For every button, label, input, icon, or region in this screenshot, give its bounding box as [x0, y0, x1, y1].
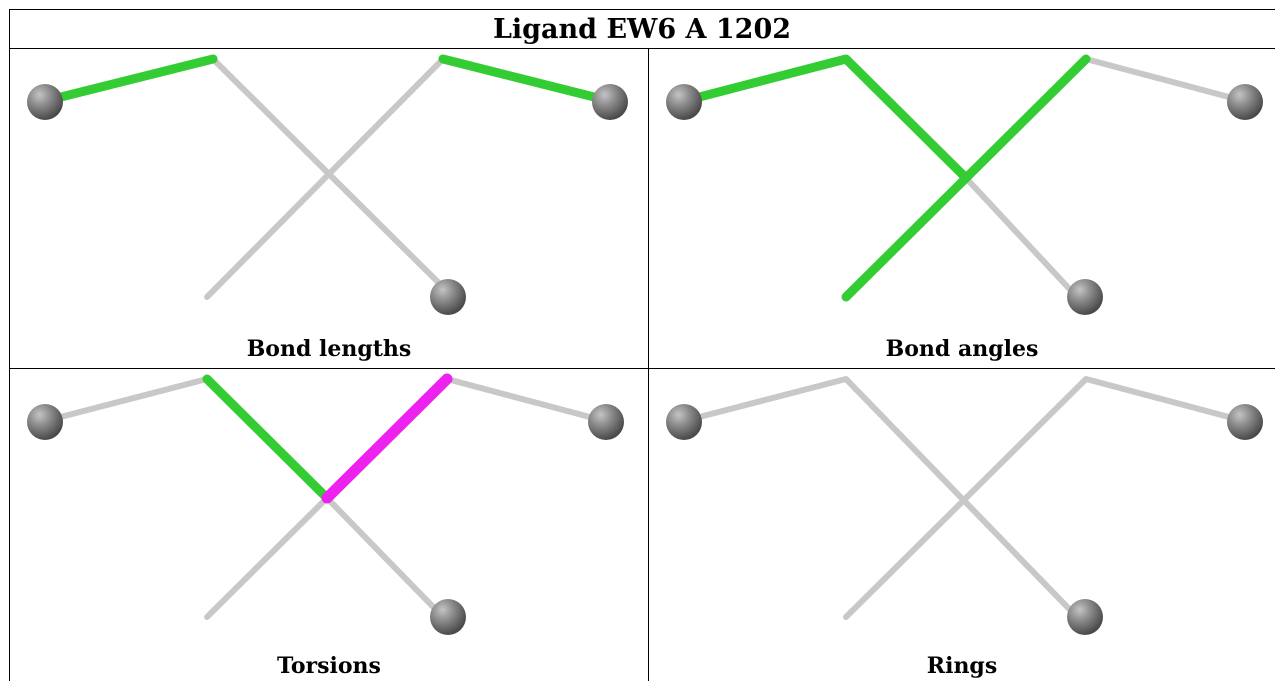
figure-title: Ligand EW6 A 1202: [492, 13, 792, 45]
atom: [27, 84, 63, 120]
molecule-bond-lengths: [27, 54, 628, 315]
panel-bond-lengths: Bond lengths: [10, 49, 648, 368]
bond: [681, 376, 1080, 620]
molecule-rings: [666, 376, 1263, 635]
panel-caption: Torsions: [277, 653, 381, 679]
bond: [324, 495, 446, 620]
panel-caption: Bond lengths: [246, 336, 412, 362]
atom: [592, 84, 628, 120]
panel-caption: Rings: [926, 653, 998, 679]
torsion-highlight: [202, 374, 332, 503]
column-divider: [648, 48, 649, 681]
atom: [666, 84, 702, 120]
atom: [666, 404, 702, 440]
torsion-highlight: [321, 373, 453, 504]
atom: [588, 404, 624, 440]
atom: [1227, 404, 1263, 440]
panel-caption: Bond angles: [885, 336, 1039, 362]
row-divider: [9, 368, 1275, 369]
bond: [843, 376, 1247, 620]
atom: [1067, 599, 1103, 635]
angle-highlight: [841, 54, 1091, 302]
molecule-torsions: [27, 373, 624, 635]
bond-highlight: [438, 54, 615, 106]
bond-highlight: [40, 54, 218, 106]
angle-highlight: [679, 54, 971, 183]
bond: [204, 56, 446, 300]
bond: [210, 56, 456, 300]
bond: [1083, 56, 1247, 104]
atom: [430, 599, 466, 635]
bond: [204, 495, 330, 620]
atom: [27, 404, 63, 440]
bond: [963, 175, 1080, 300]
atom: [1227, 84, 1263, 120]
title-divider: [9, 48, 1275, 49]
molecule-bond-angles: [666, 54, 1263, 315]
atom: [430, 279, 466, 315]
bond: [444, 376, 608, 424]
atom: [1067, 279, 1103, 315]
panel-rings: Rings: [649, 369, 1275, 681]
figure-frame: [9, 9, 1275, 681]
panel-bond-angles: Bond angles: [649, 49, 1275, 368]
bond: [42, 376, 210, 424]
panel-torsions: Torsions: [10, 369, 648, 681]
